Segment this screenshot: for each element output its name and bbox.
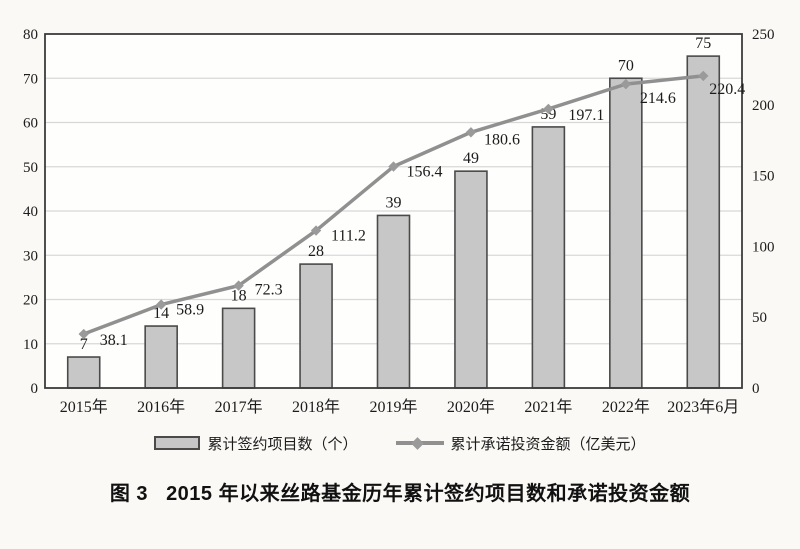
x-axis-category-label: 2020年 [447,398,495,416]
left-axis-tick-label: 20 [23,293,38,309]
line-marker-icon [310,225,322,236]
line-value-label: 220.4 [709,81,745,98]
line-marker-icon [465,127,477,138]
left-axis-tick-label: 10 [23,337,38,353]
line-marker-icon [155,299,167,310]
line-value-label: 180.6 [484,131,520,148]
bar-2020年 [454,170,488,389]
line-marker-icon [78,328,89,340]
legend-item-investment: 累计承诺投资金额（亿美元） [395,433,646,454]
x-axis-category-label: 2015年 [60,398,108,416]
bar-value-label: 49 [463,150,479,167]
left-axis-tick-label: 50 [23,160,38,176]
right-axis-tick-label: 250 [752,27,775,43]
x-axis-category-label: 2017年 [215,398,263,416]
caption-text: 2015 年以来丝路基金历年累计签约项目数和承诺投资金额 [166,483,691,505]
x-axis-category-label: 2016年 [137,398,185,416]
bar-2023年6月 [686,55,721,389]
line-value-label: 72.3 [255,282,283,299]
line-marker-icon [388,161,399,172]
combo-chart: 7141828394959707538.158.972.3111.2156.41… [23,27,775,416]
line-marker-icon [620,78,632,90]
left-axis-tick-label: 40 [23,204,38,220]
line-marker-icon [233,280,244,291]
line-value-label: 58.9 [176,302,204,319]
x-axis-category-label: 2021年 [524,398,572,416]
legend-label-projects: 累计签约项目数（个） [207,436,358,453]
bar-2017年 [221,307,256,389]
legend-label-investment: 累计承诺投资金额（亿美元） [450,436,646,453]
right-axis-tick-label: 50 [752,310,767,326]
right-axis-tick-label: 150 [752,169,775,185]
right-axis-tick-label: 0 [752,381,760,397]
bar-value-label: 14 [153,305,169,322]
legend-diamond-icon [410,436,424,450]
x-axis-category-label: 2019年 [369,398,417,416]
left-axis-tick-label: 80 [23,27,38,43]
right-axis-tick-label: 200 [752,98,775,114]
bar-value-label: 39 [386,194,402,211]
bar-2018年 [299,263,333,389]
line-value-label: 156.4 [407,164,443,181]
bar-value-label: 7 [80,336,88,353]
line-value-label: 197.1 [568,107,604,124]
line-marker-icon [698,70,709,82]
left-axis-tick-label: 70 [23,71,38,87]
bar-2015年 [66,356,101,389]
left-axis-tick-label: 0 [31,381,39,397]
figure-caption: 图 3 2015 年以来丝路基金历年累计签约项目数和承诺投资金额 [0,477,800,506]
line-diamond-swatch-icon [395,436,444,450]
bar-value-label: 18 [231,287,247,304]
bar-2019年 [376,214,411,389]
line-value-label: 38.1 [100,332,128,349]
x-axis-category-label: 2018年 [292,398,340,416]
x-axis-category-label: 2023年6月 [667,398,739,416]
chart-legend: 累计签约项目数（个） 累计承诺投资金额（亿美元） [0,431,800,455]
legend-item-projects: 累计签约项目数（个） [154,433,358,454]
line-value-label: 111.2 [331,228,366,245]
right-axis-tick-label: 100 [752,239,775,255]
bar-2021年 [531,126,566,389]
left-axis-tick-label: 30 [23,248,38,264]
bar-value-label: 75 [695,35,711,52]
bar-2022年 [609,77,643,389]
bar-value-label: 70 [618,57,634,74]
caption-number: 图 3 [109,483,149,505]
bar-swatch-icon [154,436,201,450]
bar-2016年 [144,325,178,389]
x-axis-category-label: 2022年 [602,398,650,416]
plot-frame [44,33,743,389]
left-axis-tick-label: 60 [23,116,38,132]
bar-value-label: 28 [308,243,324,260]
line-marker-icon [543,103,554,115]
line-value-label: 214.6 [640,90,676,107]
